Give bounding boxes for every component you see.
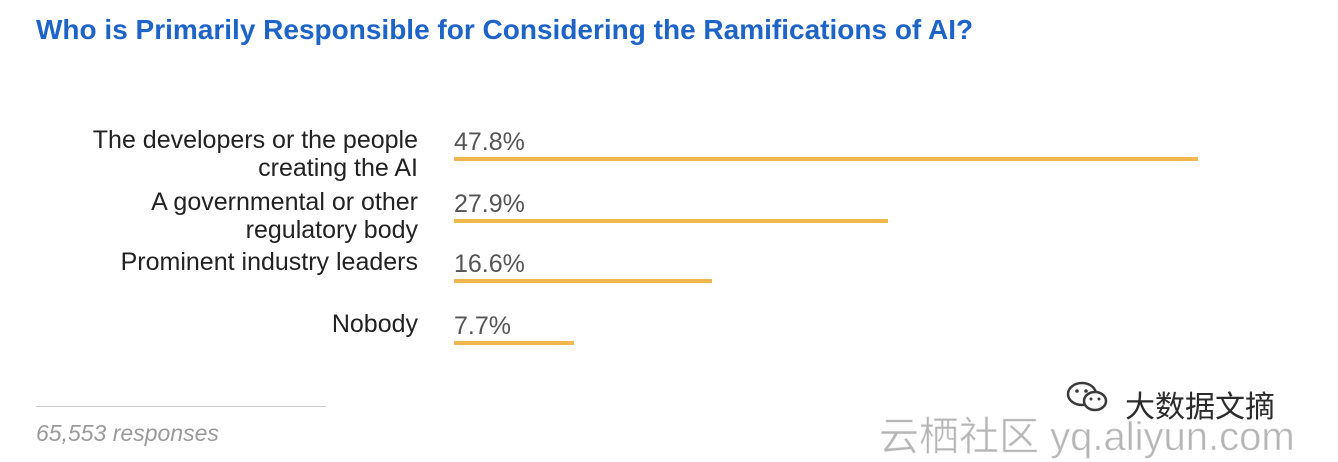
value-label: 27.9% (454, 190, 525, 218)
watermark-brand: 大数据文摘 (1125, 391, 1275, 424)
bar (454, 341, 574, 345)
bar (454, 219, 888, 223)
category-label: A governmental or other (151, 188, 418, 216)
value-label: 16.6% (454, 250, 525, 278)
value-label: 47.8% (454, 128, 525, 156)
category-label: Prominent industry leaders (121, 248, 418, 276)
value-label: 7.7% (454, 312, 511, 340)
category-label: creating the AI (258, 154, 418, 182)
chart-title: Who is Primarily Responsible for Conside… (36, 14, 974, 45)
response-count: 65,553 responses (36, 420, 219, 446)
category-label: Nobody (332, 310, 419, 338)
watermark-site: 云栖社区 yq.aliyun.com (879, 415, 1296, 460)
watermark: 大数据文摘 云栖社区 yq.aliyun.com (875, 360, 1315, 460)
footer-divider (36, 406, 326, 407)
bar (454, 157, 1198, 161)
category-label: The developers or the people (93, 126, 418, 154)
bar (454, 279, 712, 283)
wechat-icon (1066, 381, 1108, 412)
category-label: regulatory body (246, 216, 419, 244)
